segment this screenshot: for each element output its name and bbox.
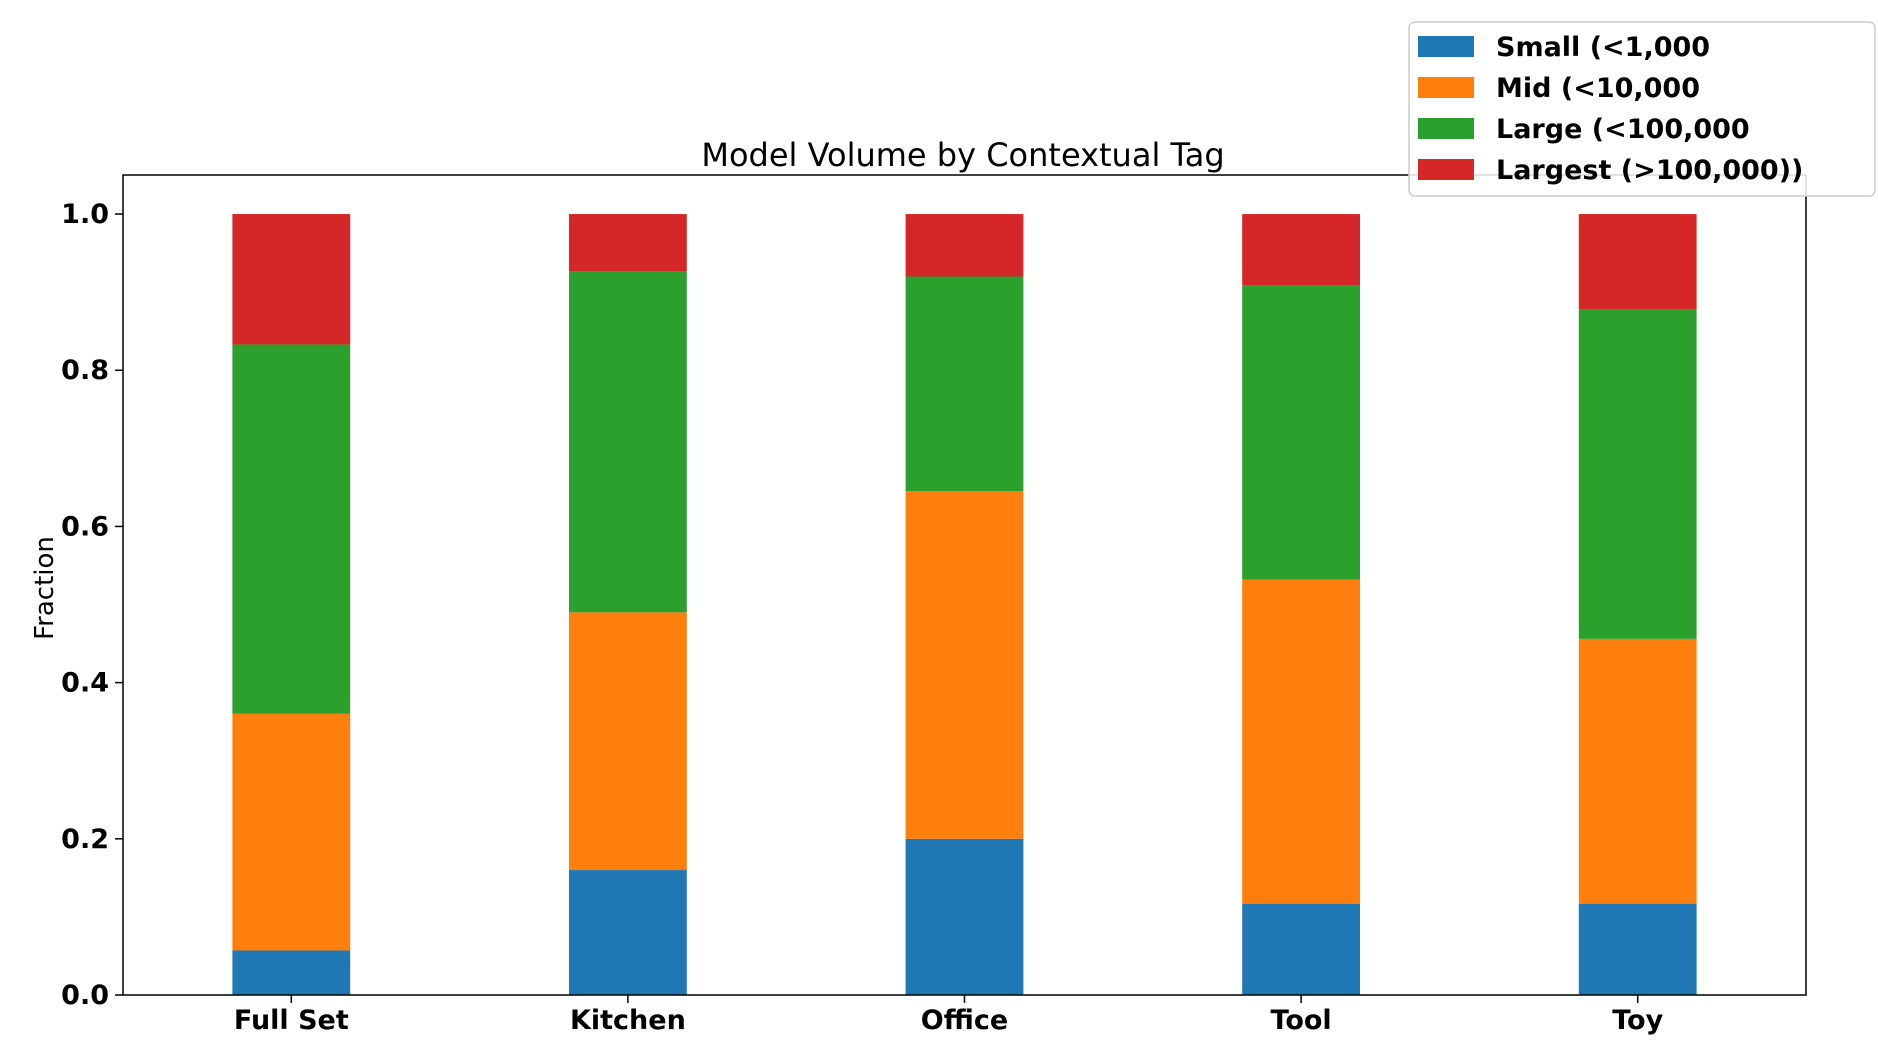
y-tick-label: 1.0 (61, 199, 109, 230)
legend-label: Large (<100,000 (1496, 114, 1750, 145)
bar-segment (568, 870, 687, 995)
x-tick-label: Full Set (234, 1005, 349, 1036)
y-tick-label: 0.6 (61, 511, 109, 542)
bar-segment (1578, 638, 1697, 904)
y-tick-label: 0.0 (61, 980, 109, 1011)
bar-segment (1578, 903, 1697, 995)
x-tick-label: Office (921, 1005, 1008, 1036)
bar-segment (905, 491, 1024, 839)
bars-layer (232, 214, 1697, 995)
bar-segment (568, 271, 687, 613)
x-axis-ticks: Full Set Kitchen Office Tool Toy (234, 995, 1664, 1036)
y-tick-label: 0.4 (61, 668, 109, 699)
bar-segment (568, 214, 687, 272)
chart-title: Model Volume by Contextual Tag (701, 136, 1224, 174)
bar-segment (1578, 309, 1697, 639)
y-axis-ticks: 0.0 0.2 0.4 0.6 0.8 1.0 (61, 199, 123, 1011)
legend-label: Largest (>100,000)) (1496, 155, 1803, 186)
bar-segment (1242, 214, 1361, 286)
bar-segment (1578, 214, 1697, 310)
bar-segment (1242, 903, 1361, 995)
bar-segment (232, 713, 351, 951)
bar-segment (1242, 579, 1361, 904)
bar-segment (905, 214, 1024, 277)
x-tick-label: Kitchen (570, 1005, 686, 1036)
legend-label: Small (<1,000 (1496, 32, 1710, 63)
legend-frame (1408, 21, 1876, 197)
x-tick-label: Tool (1271, 1005, 1332, 1036)
bar-segment (568, 612, 687, 871)
bar-segment (905, 276, 1024, 492)
legend-swatch (1418, 77, 1474, 98)
bar-segment (905, 838, 1024, 995)
legend-label: Mid (<10,000 (1496, 73, 1700, 104)
bar-segment (232, 950, 351, 995)
bar-segment (1242, 285, 1361, 580)
bar-segment (232, 214, 351, 345)
legend-swatch (1418, 159, 1474, 180)
legend-swatch (1418, 36, 1474, 57)
bar-segment (232, 344, 351, 714)
y-axis-label: Fraction (30, 536, 60, 640)
y-tick-label: 0.8 (61, 355, 109, 386)
legend-swatch (1418, 118, 1474, 139)
legend: Small (<1,000 Mid (<10,000 Large (<100,000… (1408, 21, 1876, 197)
x-tick-label: Toy (1612, 1005, 1663, 1036)
y-tick-label: 0.2 (61, 824, 109, 855)
